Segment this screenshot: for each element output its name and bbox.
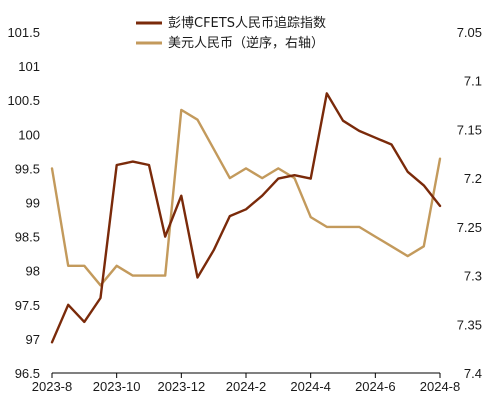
left-tick-label: 97 [26, 332, 40, 347]
right-tick-label: 7.25 [457, 220, 482, 235]
left-axis: 96.5 97 97.5 98 98.5 99 99.5 100 100.5 101 101.5 [7, 25, 40, 381]
x-tick-label: 2024-2 [226, 379, 266, 394]
series-layer [50, 92, 442, 344]
x-tick-label: 2024-6 [355, 379, 395, 394]
x-tick-label: 2023-12 [157, 379, 205, 394]
right-tick-label: 7.1 [464, 74, 482, 89]
left-tick-label: 97.5 [15, 298, 40, 313]
left-tick-label: 98 [26, 264, 40, 279]
cfets-index-line [50, 92, 442, 344]
usdcny-line [50, 108, 442, 287]
left-tick-label: 100 [18, 127, 40, 142]
left-tick-label: 96.5 [15, 366, 40, 381]
x-tick-label: 2024-8 [420, 379, 460, 394]
right-tick-label: 7.15 [457, 122, 482, 137]
x-axis: 2023-8 2023-10 2023-12 2024-2 2024-4 2024-6 20… [32, 373, 460, 394]
right-axis: 7.05 7.1 7.15 7.2 7.25 7.3 7.35 7.4 [457, 25, 482, 381]
left-tick-label: 99.5 [15, 161, 40, 176]
right-tick-label: 7.35 [457, 317, 482, 332]
right-tick-label: 7.2 [464, 171, 482, 186]
right-tick-label: 7.3 [464, 269, 482, 284]
left-tick-label: 98.5 [15, 230, 40, 245]
x-tick-label: 2023-8 [32, 379, 72, 394]
legend-label: 彭博CFETS人民币追踪指数 [168, 15, 326, 31]
left-tick-label: 99 [26, 196, 40, 211]
left-tick-label: 101.5 [7, 25, 40, 40]
right-tick-label: 7.4 [464, 366, 482, 381]
left-tick-label: 100.5 [7, 93, 40, 108]
legend-label: 美元人民币（逆序，右轴） [168, 35, 324, 51]
x-tick-label: 2023-10 [93, 379, 141, 394]
x-tick-label: 2024-4 [290, 379, 330, 394]
right-tick-label: 7.05 [457, 25, 482, 40]
left-tick-label: 101 [18, 59, 40, 74]
